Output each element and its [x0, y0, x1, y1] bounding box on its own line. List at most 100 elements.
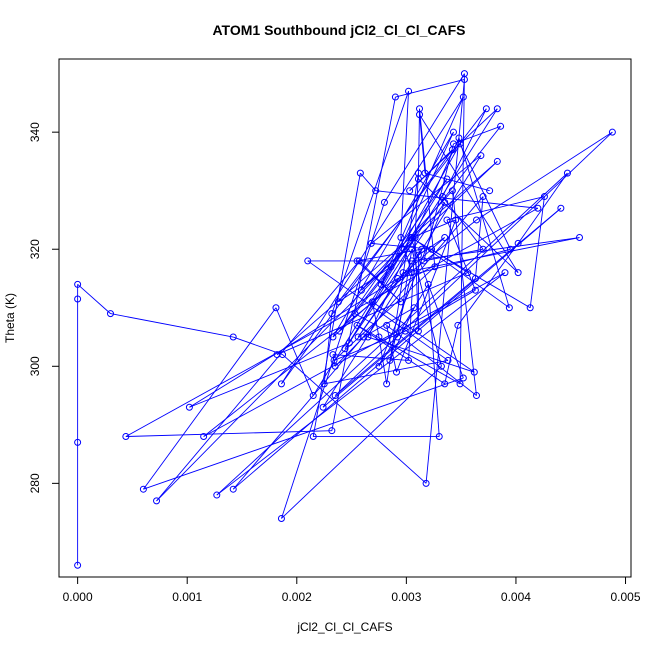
- data-point: [330, 356, 338, 364]
- series-segment: [331, 96, 396, 431]
- data-point: [416, 111, 424, 119]
- series-segment: [276, 272, 468, 355]
- data-point: [279, 351, 287, 359]
- data-point: [479, 193, 487, 201]
- data-point: [424, 280, 432, 288]
- data-point: [471, 274, 479, 282]
- data-point: [399, 269, 407, 277]
- series-segment: [474, 196, 484, 279]
- y-axis: 280 300 320 340: [28, 122, 60, 493]
- series-segment: [143, 307, 277, 490]
- series-segment: [331, 91, 409, 314]
- x-tick-label: 0.000: [63, 590, 93, 604]
- data-point: [394, 274, 402, 282]
- series-segment: [281, 365, 442, 519]
- x-axis: 0.000 0.001 0.002 0.003 0.004 0.005: [63, 576, 641, 604]
- data-point: [367, 239, 375, 247]
- data-point: [540, 193, 548, 201]
- data-point: [380, 198, 388, 206]
- series-segment: [419, 114, 426, 174]
- data-point: [74, 280, 82, 288]
- data-point: [391, 93, 399, 101]
- data-point: [383, 321, 391, 329]
- data-point: [437, 362, 445, 370]
- series-segment: [442, 108, 487, 197]
- series-segment: [424, 172, 490, 192]
- series-segment: [446, 196, 545, 221]
- data-point: [375, 362, 383, 370]
- series-segment: [356, 324, 445, 385]
- series-segment: [405, 289, 476, 332]
- series-segment: [307, 260, 449, 361]
- data-point: [448, 187, 456, 195]
- data-point: [356, 169, 364, 177]
- data-point: [470, 368, 478, 376]
- series-segment: [459, 143, 511, 250]
- data-point: [329, 333, 337, 341]
- data-point: [320, 380, 328, 388]
- series-segment: [281, 202, 385, 519]
- data-point: [408, 257, 416, 265]
- data-point: [360, 333, 368, 341]
- data-point: [375, 333, 383, 341]
- data-point: [405, 356, 413, 364]
- data-point: [368, 298, 376, 306]
- series-segment: [360, 172, 377, 191]
- series-segment: [324, 359, 449, 385]
- data-point: [309, 392, 317, 400]
- data-point: [514, 269, 522, 277]
- data-point: [414, 251, 422, 259]
- series-segment: [332, 237, 446, 338]
- x-tick-label: 0.003: [391, 590, 421, 604]
- data-point: [345, 339, 353, 347]
- data-point: [428, 245, 436, 253]
- data-point: [406, 187, 414, 195]
- data-point: [493, 157, 501, 165]
- data-point: [355, 257, 363, 265]
- data-point: [464, 269, 472, 277]
- series-segment: [395, 79, 465, 98]
- chart-title: ATOM1 Southbound jCl2_Cl_Cl_CAFS: [212, 22, 465, 38]
- series-segment: [417, 108, 420, 179]
- data-point: [153, 497, 161, 505]
- series-segment: [354, 313, 398, 338]
- series-segment: [332, 131, 454, 338]
- x-tick-label: 0.005: [611, 590, 641, 604]
- data-point: [505, 304, 513, 312]
- series-segment: [444, 325, 459, 384]
- data-point: [411, 234, 419, 242]
- series-segment: [476, 131, 613, 221]
- data-point: [563, 169, 571, 177]
- data-point: [482, 105, 490, 113]
- series-segment: [125, 430, 332, 437]
- series-segment: [110, 313, 234, 338]
- data-point: [477, 152, 485, 160]
- series-segment: [354, 237, 416, 314]
- series-segment: [156, 260, 360, 502]
- data-point: [449, 140, 457, 148]
- x-axis-label: jCl2_Cl_Cl_CAFS: [296, 620, 392, 634]
- series-segment: [156, 248, 405, 502]
- data-point: [486, 187, 494, 195]
- data-point: [441, 234, 449, 242]
- series-segment: [143, 377, 464, 490]
- data-point: [526, 304, 534, 312]
- data-point: [397, 298, 405, 306]
- series-segment: [357, 272, 404, 338]
- data-point: [107, 310, 115, 318]
- data-point: [444, 356, 452, 364]
- data-point: [506, 245, 514, 253]
- series-segment: [232, 196, 484, 490]
- series-segment: [334, 278, 476, 396]
- data-point: [449, 128, 457, 136]
- series-segment: [371, 155, 482, 244]
- series-segment: [410, 237, 464, 379]
- data-point: [414, 175, 422, 183]
- x-tick-label: 0.001: [172, 590, 202, 604]
- data-point: [336, 327, 344, 335]
- series-segment: [400, 91, 410, 238]
- data-point: [493, 105, 501, 113]
- series-segment: [233, 336, 283, 356]
- series-segment: [402, 237, 580, 274]
- data-point: [200, 433, 208, 441]
